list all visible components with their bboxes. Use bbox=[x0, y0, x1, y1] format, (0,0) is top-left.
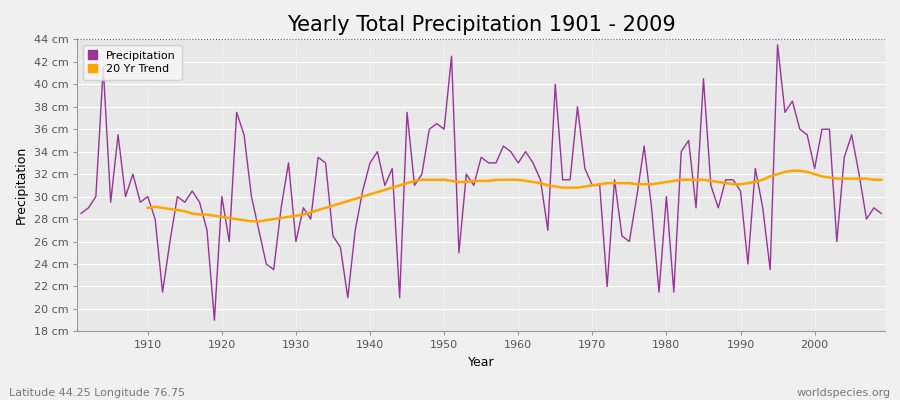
Text: Latitude 44.25 Longitude 76.75: Latitude 44.25 Longitude 76.75 bbox=[9, 388, 185, 398]
Precipitation bbox=[305, 217, 316, 222]
Title: Yearly Total Precipitation 1901 - 2009: Yearly Total Precipitation 1901 - 2009 bbox=[287, 15, 676, 35]
Precipitation bbox=[135, 200, 146, 205]
20 Yr Trend bbox=[876, 177, 886, 182]
20 Yr Trend bbox=[291, 213, 302, 218]
Line: 20 Yr Trend: 20 Yr Trend bbox=[148, 171, 881, 221]
Precipitation bbox=[609, 177, 620, 182]
Text: worldspecies.org: worldspecies.org bbox=[796, 388, 891, 398]
Precipitation bbox=[520, 149, 531, 154]
Y-axis label: Precipitation: Precipitation bbox=[15, 146, 28, 224]
Precipitation bbox=[350, 228, 361, 233]
Line: Precipitation: Precipitation bbox=[81, 45, 881, 320]
20 Yr Trend bbox=[320, 206, 331, 210]
Precipitation bbox=[209, 318, 220, 322]
20 Yr Trend bbox=[246, 219, 256, 224]
20 Yr Trend bbox=[142, 206, 153, 210]
Precipitation bbox=[513, 160, 524, 165]
X-axis label: Year: Year bbox=[468, 356, 494, 369]
Legend: Precipitation, 20 Yr Trend: Precipitation, 20 Yr Trend bbox=[83, 45, 182, 80]
20 Yr Trend bbox=[787, 168, 797, 173]
20 Yr Trend bbox=[587, 183, 598, 188]
20 Yr Trend bbox=[854, 176, 865, 181]
Precipitation bbox=[876, 211, 886, 216]
20 Yr Trend bbox=[832, 176, 842, 181]
20 Yr Trend bbox=[527, 180, 538, 184]
Precipitation bbox=[772, 42, 783, 47]
Precipitation bbox=[76, 211, 86, 216]
